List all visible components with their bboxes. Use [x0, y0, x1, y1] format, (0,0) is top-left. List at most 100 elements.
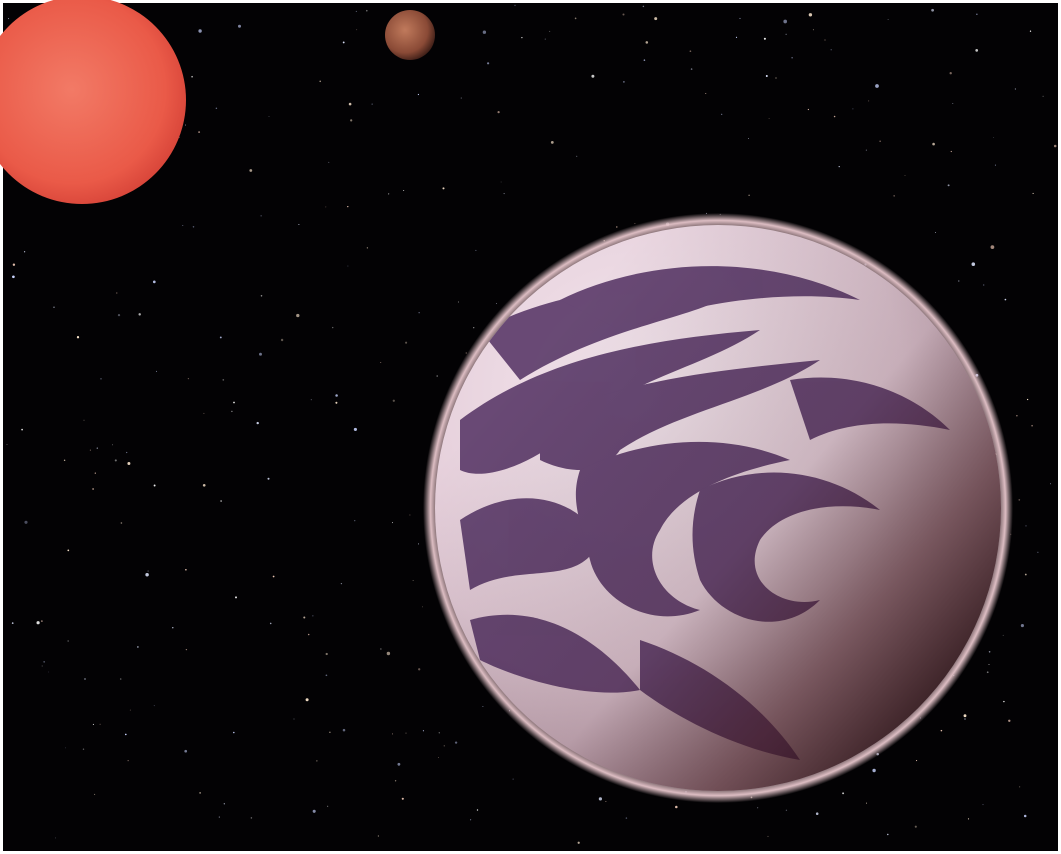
- star: [904, 175, 906, 177]
- star: [231, 410, 233, 413]
- star: [92, 723, 94, 725]
- star: [259, 352, 262, 356]
- star: [576, 155, 578, 157]
- star: [198, 29, 202, 33]
- star: [931, 8, 934, 12]
- star: [319, 80, 321, 83]
- star: [43, 661, 45, 663]
- star: [340, 582, 343, 585]
- star: [645, 41, 649, 44]
- star: [153, 484, 156, 487]
- star: [616, 226, 618, 228]
- star: [412, 580, 414, 581]
- star: [497, 110, 500, 114]
- star: [634, 223, 636, 224]
- star: [949, 72, 952, 75]
- star: [824, 39, 826, 41]
- star: [436, 375, 438, 377]
- planet: [423, 213, 1013, 803]
- star: [192, 226, 195, 228]
- star: [223, 803, 225, 805]
- star: [8, 18, 10, 20]
- star: [986, 671, 989, 674]
- star: [280, 338, 284, 342]
- star: [335, 394, 338, 397]
- star: [690, 68, 693, 70]
- star: [126, 451, 128, 454]
- star: [1018, 499, 1021, 501]
- star: [67, 640, 69, 642]
- star: [964, 718, 966, 720]
- star: [391, 733, 393, 735]
- star: [625, 817, 628, 819]
- star: [622, 13, 625, 16]
- star: [887, 18, 889, 20]
- star: [791, 57, 793, 59]
- star: [348, 102, 352, 106]
- star: [976, 13, 978, 15]
- star: [325, 206, 327, 208]
- star: [307, 633, 310, 636]
- star: [983, 284, 985, 286]
- star: [386, 651, 391, 656]
- star: [739, 17, 741, 19]
- star: [1053, 144, 1057, 148]
- star: [457, 301, 459, 303]
- star: [868, 100, 870, 102]
- star: [76, 336, 80, 339]
- star: [329, 731, 331, 733]
- star: [470, 819, 472, 821]
- star: [514, 4, 516, 7]
- star: [500, 181, 502, 183]
- star: [990, 245, 995, 249]
- star: [1003, 700, 1005, 703]
- star: [994, 164, 996, 166]
- star: [852, 108, 854, 110]
- star: [872, 768, 876, 773]
- star: [366, 9, 368, 12]
- star: [1026, 398, 1029, 401]
- star: [83, 419, 85, 421]
- star: [124, 733, 127, 736]
- star: [422, 730, 424, 732]
- star: [875, 84, 879, 88]
- star: [310, 399, 312, 401]
- star: [63, 459, 66, 462]
- star: [689, 50, 692, 53]
- star: [482, 706, 484, 707]
- star: [185, 648, 188, 651]
- star: [127, 462, 131, 465]
- star: [916, 760, 918, 762]
- star: [1020, 624, 1024, 628]
- star: [1004, 298, 1007, 301]
- star: [1050, 483, 1052, 485]
- star: [350, 119, 353, 122]
- star: [342, 728, 346, 732]
- star: [748, 137, 750, 139]
- star: [347, 265, 349, 267]
- star: [958, 280, 960, 282]
- red-star: [0, 0, 186, 204]
- star: [397, 762, 401, 766]
- star: [815, 812, 819, 815]
- star: [405, 732, 407, 734]
- star: [119, 678, 122, 680]
- star: [249, 169, 253, 172]
- star: [591, 74, 595, 78]
- star: [512, 778, 514, 780]
- star: [220, 500, 222, 502]
- star: [325, 674, 328, 677]
- star: [807, 108, 810, 111]
- star: [312, 809, 316, 813]
- star: [544, 38, 546, 40]
- star: [11, 622, 14, 624]
- star: [185, 568, 187, 571]
- star: [1042, 95, 1044, 97]
- star: [418, 668, 421, 671]
- star: [482, 30, 487, 34]
- star: [41, 620, 43, 622]
- moon: [385, 10, 435, 60]
- star: [377, 835, 379, 837]
- star: [654, 17, 658, 21]
